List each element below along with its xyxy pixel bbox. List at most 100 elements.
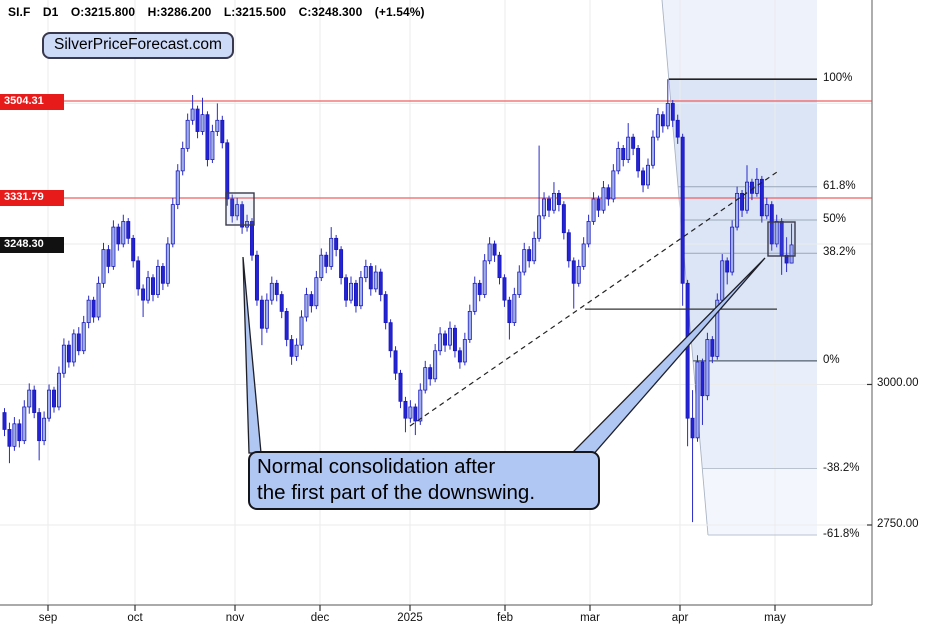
candle [754,168,759,197]
candle [121,214,126,248]
candle [497,251,502,285]
candle [22,400,27,445]
candle [423,360,428,394]
candle [547,195,551,217]
candle [428,364,433,386]
candle [591,192,596,225]
candle [561,201,566,240]
candle [279,291,284,319]
month-label: apr [671,612,689,624]
candle [319,248,324,282]
candle [443,330,448,352]
candle [383,291,388,330]
candle [52,386,56,413]
candle [457,347,462,369]
candle [759,175,764,223]
fib-level-label: 100% [823,72,853,85]
candle [185,113,190,152]
candle [210,124,215,164]
candle [96,276,101,321]
candle [418,383,423,425]
candle [245,214,250,232]
fib-level-label: 50% [823,213,847,225]
candle [56,366,61,411]
fib-zone-band [662,0,817,80]
candle [730,220,735,276]
candle [155,259,160,298]
annotation-callout: Normal consolidation after the first par… [248,451,600,510]
candle [735,186,740,231]
candle [725,257,730,285]
candle [487,237,492,265]
candle [482,254,487,298]
candle [472,276,477,315]
candle [512,287,517,327]
candle [492,240,497,262]
candle [665,79,670,130]
candle [641,167,646,193]
candle [571,257,576,309]
candle [636,145,641,178]
candle [403,396,408,433]
candle [165,237,170,287]
candle [650,130,655,169]
candle [700,358,705,425]
candle [86,295,91,329]
last-price-badge: 3248.30 [0,237,64,254]
high-value: H:3286.200 [147,5,212,19]
candle [170,197,175,248]
candle [235,197,240,221]
candle [66,340,71,368]
month-label: nov [225,612,245,624]
candle [309,291,314,313]
candle [101,242,106,288]
candle [240,201,245,234]
candle [47,384,52,422]
candle [131,234,136,268]
candle [710,336,715,364]
month-label: dec [310,612,330,624]
candle [784,237,789,273]
change-value: (+1.54%) [374,5,425,19]
candle [660,111,665,133]
candle [180,141,185,176]
candle [522,242,527,276]
candle [215,103,220,137]
price-line-badge: 3504.31 [0,93,64,110]
candle [254,250,259,306]
candle [190,94,195,125]
month-label: sep [38,612,58,624]
dashed-trendline [409,171,778,427]
fib-level-label: 0% [823,353,840,366]
candle [106,245,111,274]
candle [284,308,289,347]
candle [2,408,7,437]
candle [527,246,532,268]
symbol-label: SI.F [8,5,31,19]
candle [745,165,749,214]
candle [670,100,675,128]
candle [61,338,66,378]
candle [289,335,294,365]
candle [32,385,37,419]
price-line-badge: 3331.79 [0,190,64,207]
candle [720,254,725,304]
candle [685,279,690,447]
candle [452,324,457,358]
candle [373,265,378,293]
candle [274,279,279,302]
candle [448,321,452,350]
callout-line-2: the first part of the downswing. [257,481,536,504]
candle [368,263,373,296]
fib-zone-band [693,360,817,469]
candle [259,295,264,346]
candle [175,164,180,210]
candle [225,139,230,206]
candle [200,97,205,135]
candle [27,383,32,414]
candle [646,158,650,189]
candle [398,369,403,409]
candle [324,251,329,274]
